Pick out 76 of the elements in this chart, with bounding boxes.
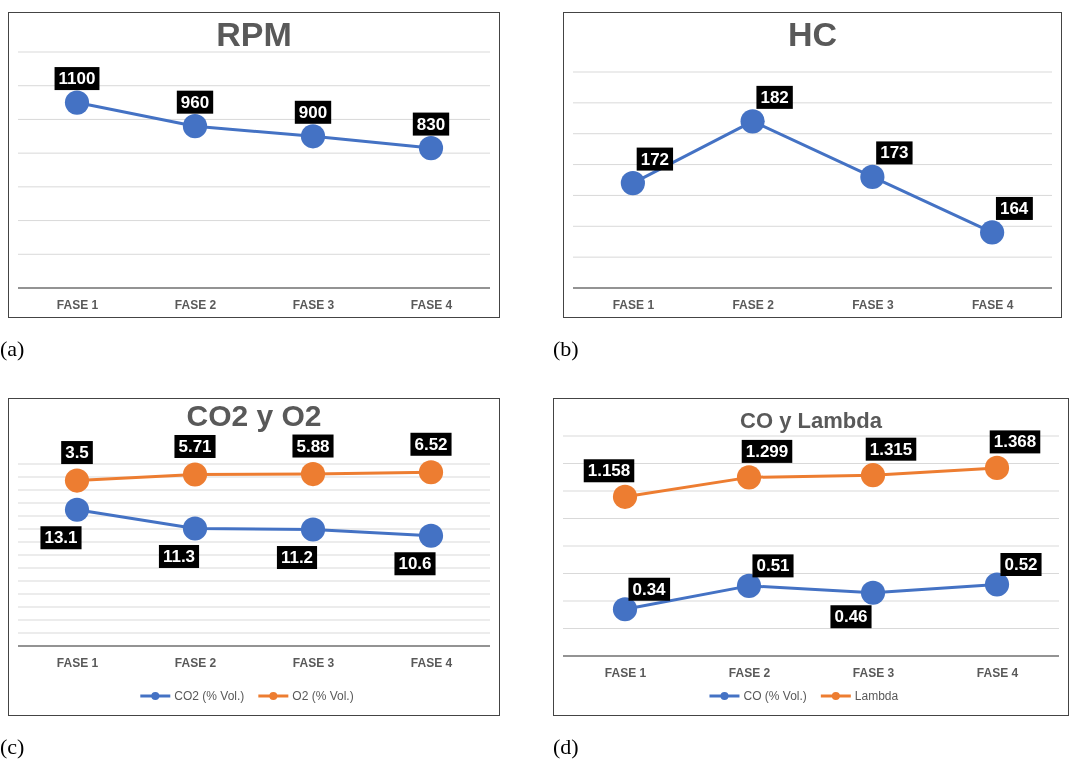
point [418, 136, 444, 161]
point [182, 114, 208, 139]
data-label: 5.71 [178, 436, 212, 456]
text: (b) [553, 336, 579, 362]
legend-label: O2 (% Vol.) [292, 689, 354, 703]
data-label: 0.52 [1004, 555, 1038, 574]
x-tick-label: FASE 1 [604, 665, 647, 680]
point [740, 109, 765, 134]
text: (a) [0, 336, 25, 362]
data-label: 3.5 [65, 443, 89, 463]
x-tick-label: FASE 3 [292, 655, 335, 670]
point [418, 523, 444, 548]
data-label: 13.1 [44, 528, 78, 548]
data-label: 1.368 [993, 432, 1037, 452]
legend-label: CO2 (% Vol.) [174, 689, 245, 703]
data-label: 900 [298, 102, 328, 122]
data-label: 11.2 [280, 548, 314, 568]
point [984, 455, 1010, 480]
data-label: 173 [880, 143, 909, 163]
data-label: 830 [416, 114, 446, 134]
point [64, 497, 90, 522]
data-label: 0.34 [632, 579, 667, 599]
point [984, 572, 1010, 597]
x-tick-label: FASE 1 [612, 297, 655, 312]
point [182, 462, 208, 487]
point [620, 171, 645, 196]
data-label: 1100 [58, 69, 96, 89]
data-label: 182 [760, 87, 789, 107]
x-tick-label: FASE 1 [56, 655, 99, 670]
chart-title: CO y Lambda [740, 408, 883, 433]
text: (d) [553, 734, 579, 760]
x-tick-label: FASE 3 [292, 297, 335, 312]
x-tick-label: FASE 4 [971, 297, 1014, 312]
x-tick-label: FASE 2 [728, 665, 771, 680]
chart-title: RPM [216, 15, 292, 53]
point [860, 164, 885, 189]
point [300, 517, 326, 542]
data-label: 10.6 [398, 554, 432, 574]
chart-title: HC [787, 15, 838, 53]
point [860, 463, 886, 488]
point [182, 516, 208, 541]
x-tick-label: FASE 4 [410, 655, 453, 670]
point [64, 90, 90, 115]
point [300, 124, 326, 149]
point [860, 580, 886, 605]
legend-label: Lambda [854, 689, 899, 703]
point [612, 597, 638, 622]
data-label: 5.88 [296, 436, 330, 456]
data-label: 1.299 [745, 441, 789, 461]
x-tick-label: FASE 4 [976, 665, 1019, 680]
data-label: 0.46 [834, 607, 868, 627]
text: (c) [0, 734, 25, 760]
data-label: 0.51 [756, 556, 790, 576]
x-tick-label: FASE 4 [410, 297, 453, 312]
point [64, 468, 90, 493]
x-tick-label: FASE 2 [732, 297, 775, 312]
x-tick-label: FASE 2 [174, 655, 217, 670]
data-label: 1.315 [869, 439, 913, 459]
x-tick-label: FASE 3 [852, 665, 895, 680]
point [736, 573, 762, 598]
point [736, 465, 762, 490]
point [418, 460, 444, 485]
data-label: 164 [999, 198, 1029, 218]
data-label: 6.52 [414, 434, 448, 454]
x-tick-label: FASE 2 [174, 297, 217, 312]
x-tick-label: FASE 1 [56, 297, 99, 312]
data-label: 11.3 [162, 546, 196, 566]
chart-title: CO2 y O2 [186, 399, 322, 432]
point [980, 220, 1005, 245]
data-label: 1.158 [587, 461, 631, 481]
point [612, 484, 638, 509]
data-label: 960 [180, 92, 210, 112]
data-label: 172 [640, 149, 670, 169]
point [300, 461, 326, 487]
legend-label: CO (% Vol.) [743, 689, 807, 703]
x-tick-label: FASE 3 [852, 297, 894, 312]
